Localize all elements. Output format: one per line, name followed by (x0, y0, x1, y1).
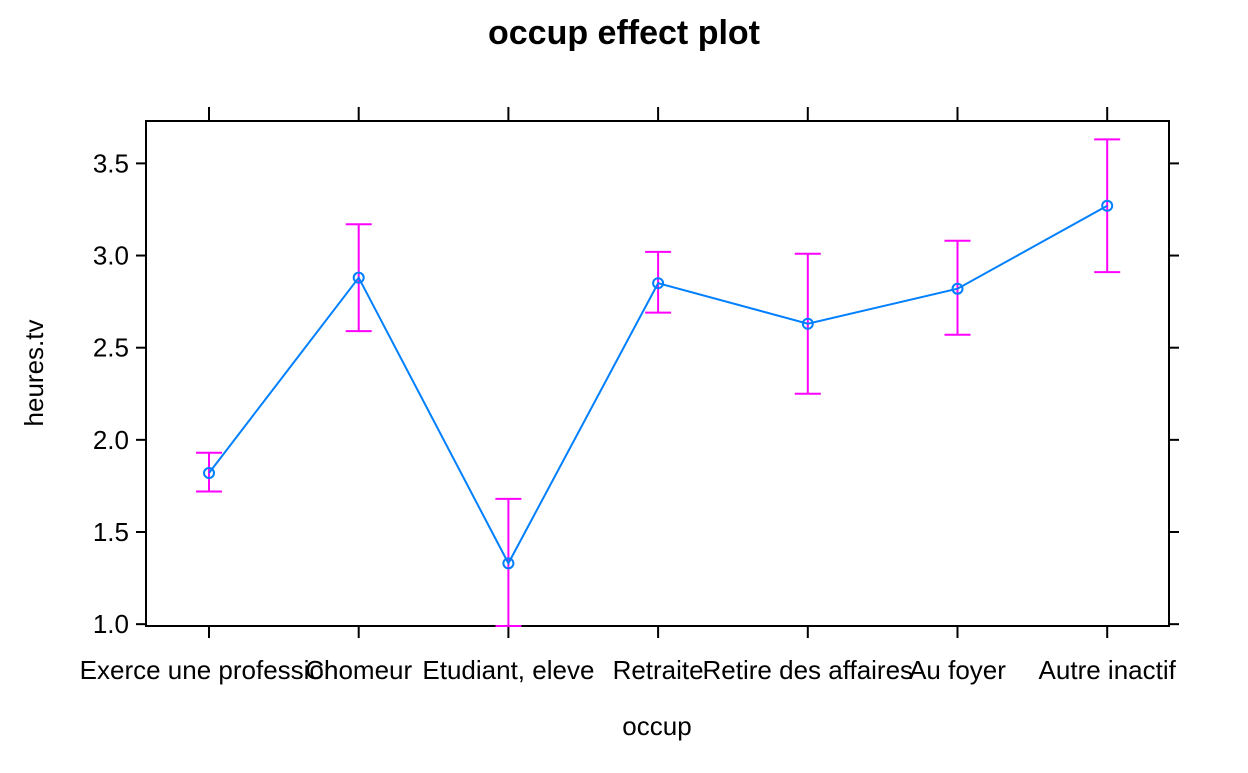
x-tick-label: Exerce une profession (80, 655, 339, 685)
y-tick-label: 3.5 (93, 148, 129, 178)
data-point (502, 557, 515, 570)
x-tick-label: Autre inactif (1039, 655, 1177, 685)
y-tick-label: 1.0 (93, 609, 129, 639)
y-tick-label: 2.0 (93, 425, 129, 455)
plot-frame (145, 120, 1170, 627)
x-axis-label: occup (622, 711, 691, 741)
y-tick-label: 3.0 (93, 241, 129, 271)
chart-title: occup effect plot (488, 14, 760, 52)
series-line (208, 204, 1108, 566)
y-axis-label: heures.tv (19, 320, 49, 427)
x-tick-label: Au foyer (909, 655, 1006, 685)
data-point (951, 282, 964, 295)
series-line-group (208, 204, 1108, 566)
x-tick-label: Etudiant, eleve (422, 655, 594, 685)
y-tick-label: 2.5 (93, 333, 129, 363)
x-tick-label: Chomeur (305, 655, 412, 685)
error-bars (196, 138, 1121, 627)
data-point (1101, 199, 1114, 212)
data-point (203, 467, 215, 480)
y-tick-label: 1.5 (93, 517, 129, 547)
y-axis: 1.0 1.5 2.0 2.5 3.0 3.5 (93, 148, 1179, 639)
data-point (652, 277, 665, 290)
data-point (801, 317, 814, 330)
x-tick-label: Retire des affaires (703, 655, 914, 685)
x-tick-label: Retraite (613, 655, 704, 685)
data-points (203, 199, 1114, 570)
data-point (352, 271, 365, 284)
